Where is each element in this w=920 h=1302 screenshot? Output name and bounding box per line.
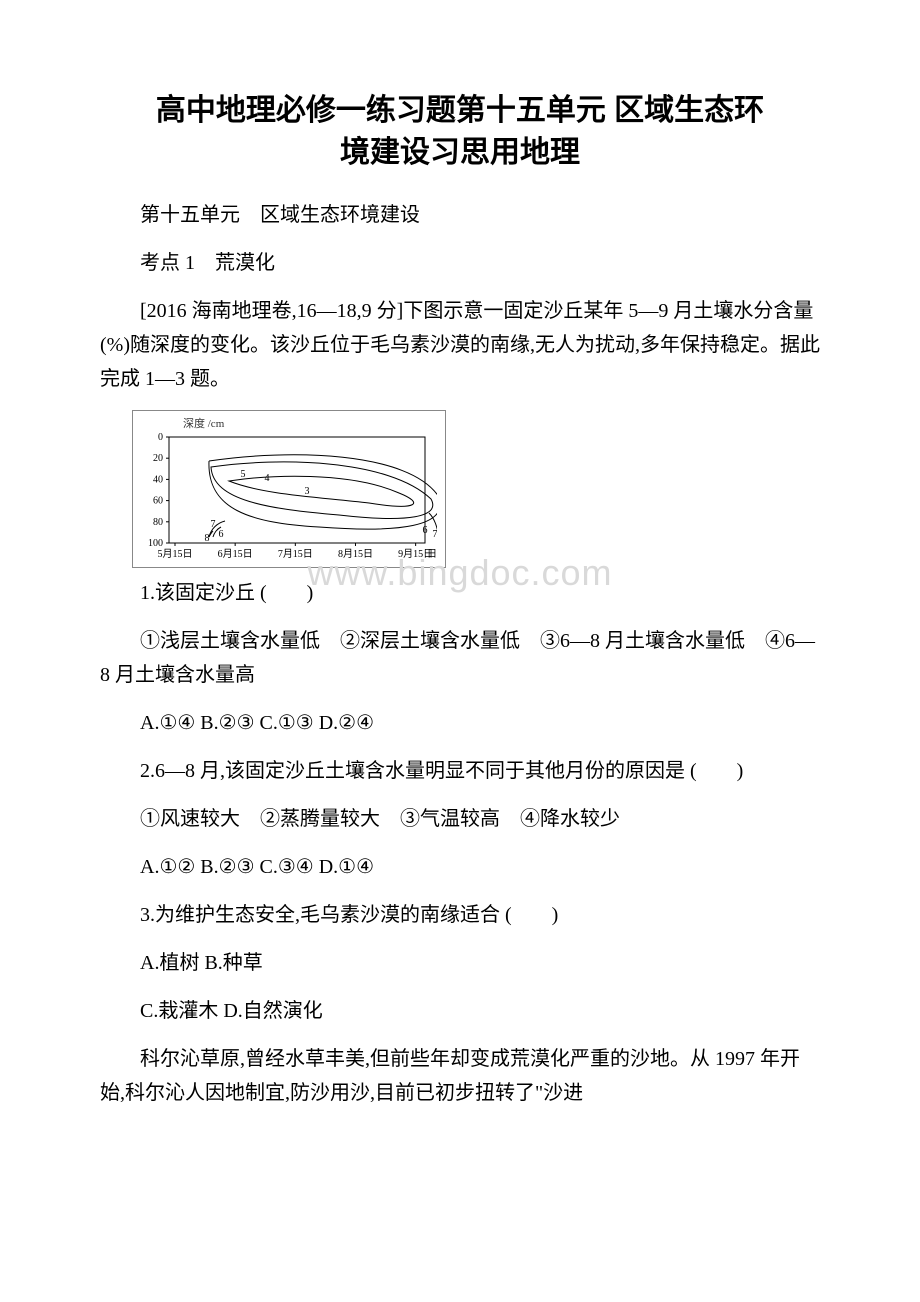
passage-intro: [2016 海南地理卷,16—18,9 分]下图示意一固定沙丘某年 5—9 月土… <box>100 294 820 396</box>
svg-text:6: 6 <box>423 525 428 536</box>
question-3-choices-line-1: A.植树 B.种草 <box>100 946 820 980</box>
passage-2: 科尔沁草原,曾经水草丰美,但前些年却变成荒漠化严重的沙地。从 1997 年开始,… <box>100 1042 820 1110</box>
svg-text:60: 60 <box>153 496 163 507</box>
svg-text:4: 4 <box>265 473 270 484</box>
svg-text:6: 6 <box>219 529 224 540</box>
svg-text:0: 0 <box>158 433 163 443</box>
svg-text:5: 5 <box>241 469 246 480</box>
chart-svg: 0204060801005月15日6月15日7月15日8月15日9月15日日期3… <box>137 433 437 563</box>
chart-y-axis-label: 深度 /cm <box>137 415 437 431</box>
question-1-statements: ①浅层土壤含水量低 ②深层土壤含水量低 ③6—8 月土壤含水量低 ④6—8 月土… <box>100 624 820 692</box>
question-1-choices: A.①④ B.②③ C.①③ D.②④ <box>100 706 820 740</box>
question-2-statements: ①风速较大 ②蒸腾量较大 ③气温较高 ④降水较少 <box>100 802 820 836</box>
question-3-stem: 3.为维护生态安全,毛乌素沙漠的南缘适合 ( ) <box>100 898 820 932</box>
contour-chart: 深度 /cm 0204060801005月15日6月15日7月15日8月15日9… <box>100 410 820 568</box>
svg-text:80: 80 <box>153 517 163 528</box>
question-2-choices: A.①② B.②③ C.③④ D.①④ <box>100 850 820 884</box>
svg-text:7: 7 <box>211 519 216 530</box>
title-line-2: 境建设习思用地理 <box>340 136 580 169</box>
section-heading: 第十五单元 区域生态环境建设 <box>100 198 820 232</box>
question-3-choices-line-2: C.栽灌木 D.自然演化 <box>100 994 820 1028</box>
page-title: 高中地理必修一练习题第十五单元 区域生态环 境建设习思用地理 <box>100 90 820 174</box>
svg-text:100: 100 <box>148 538 163 549</box>
topic-heading: 考点 1 荒漠化 <box>100 246 820 280</box>
title-line-1: 高中地理必修一练习题第十五单元 区域生态环 <box>156 94 764 127</box>
svg-text:20: 20 <box>153 453 163 464</box>
svg-text:40: 40 <box>153 474 163 485</box>
svg-text:8: 8 <box>205 533 210 544</box>
svg-text:7: 7 <box>433 529 438 540</box>
question-2-stem: 2.6—8 月,该固定沙丘土壤含水量明显不同于其他月份的原因是 ( ) <box>100 754 820 788</box>
svg-text:3: 3 <box>305 486 310 497</box>
